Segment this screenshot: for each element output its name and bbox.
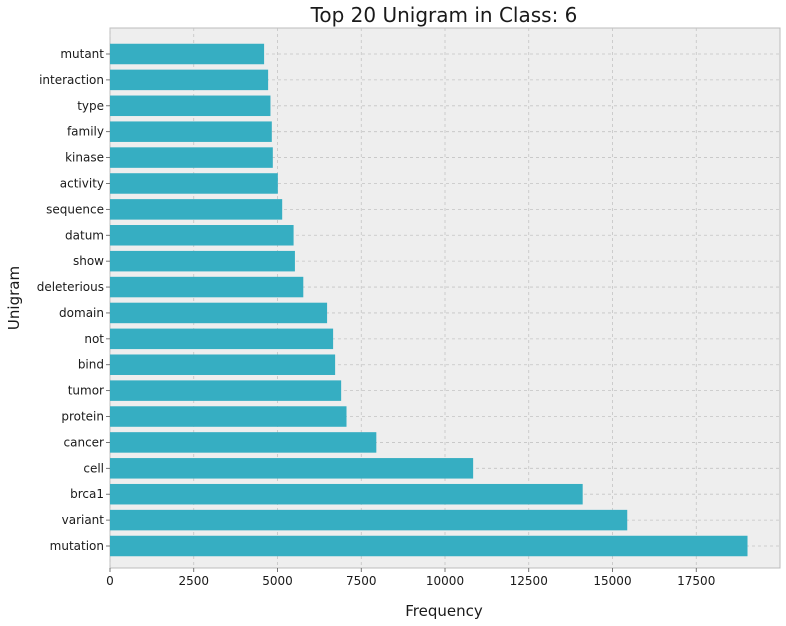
bar-sequence	[110, 199, 283, 220]
x-tick-label: 12500	[510, 574, 548, 588]
bar-family	[110, 121, 272, 142]
x-axis-ticks: 0 2500 5000 7500 10000 12500 15000 17500	[106, 568, 715, 588]
bar-type	[110, 95, 271, 117]
x-tick-label: 7500	[346, 574, 377, 588]
bar-mutation	[110, 535, 748, 557]
x-tick-label: 0	[106, 574, 114, 588]
bar-protein	[110, 406, 347, 427]
y-tick-label: protein	[61, 410, 104, 424]
bar-domain	[110, 302, 328, 324]
y-tick-label: mutant	[60, 47, 104, 61]
y-tick-label: datum	[65, 228, 104, 242]
x-tick-label: 2500	[178, 574, 209, 588]
bar-mutant	[110, 43, 265, 65]
y-tick-label: type	[77, 99, 104, 113]
y-tick-label: activity	[60, 176, 104, 190]
bar-datum	[110, 225, 294, 246]
y-tick-label: bind	[78, 358, 104, 372]
y-tick-label: sequence	[46, 202, 104, 216]
y-tick-label: domain	[59, 306, 104, 320]
y-tick-label: cell	[83, 461, 104, 475]
bar-interaction	[110, 69, 269, 91]
y-axis-ticks: mutation variant brca1 cell cancer protein tum…	[37, 47, 110, 553]
y-tick-label: interaction	[39, 73, 104, 87]
bar-kinase	[110, 147, 273, 168]
bar-tumor	[110, 380, 342, 401]
x-tick-label: 15000	[593, 574, 631, 588]
y-tick-label: mutation	[50, 539, 104, 553]
bar-bind	[110, 354, 336, 375]
bar-variant	[110, 509, 628, 531]
bars	[110, 43, 748, 557]
y-tick-label: show	[73, 254, 104, 268]
y-tick-label: not	[84, 332, 104, 346]
y-tick-label: kinase	[65, 151, 104, 165]
y-tick-label: tumor	[68, 384, 104, 398]
x-tick-label: 5000	[262, 574, 293, 588]
bar-cancer	[110, 432, 377, 453]
y-tick-label: cancer	[64, 435, 105, 449]
y-tick-label: deleterious	[37, 280, 104, 294]
bar-show	[110, 250, 295, 272]
x-axis-label: Frequency	[405, 602, 483, 620]
x-tick-label: 10000	[426, 574, 464, 588]
y-axis-label: Unigram	[5, 266, 23, 330]
bar-deleterious	[110, 276, 304, 298]
y-tick-label: family	[67, 125, 104, 139]
y-tick-label: brca1	[70, 487, 104, 501]
x-tick-label: 17500	[677, 574, 715, 588]
bar-cell	[110, 458, 474, 479]
bar-activity	[110, 173, 278, 194]
chart-title: Top 20 Unigram in Class: 6	[310, 3, 578, 27]
bar-not	[110, 328, 334, 350]
bar-brca1	[110, 483, 583, 505]
y-tick-label: variant	[62, 513, 105, 527]
